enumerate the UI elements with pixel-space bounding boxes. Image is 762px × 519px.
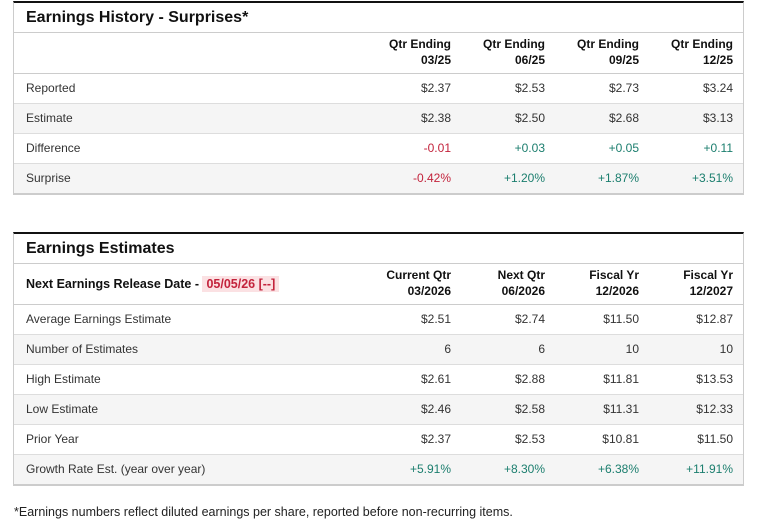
- cell-value: $2.37: [420, 432, 451, 447]
- next-earnings-release: Next Earnings Release Date - 05/05/26 [-…: [14, 264, 367, 306]
- earnings-history-table: Qtr Ending 03/25 Qtr Ending 06/25 Qtr Ending…: [14, 33, 743, 194]
- column-header: Qtr Ending 06/25: [461, 33, 555, 75]
- cell-value: $2.58: [514, 402, 545, 417]
- cell-value: +0.11: [703, 141, 733, 156]
- column-header-line2: 03/2026: [407, 283, 451, 298]
- next-earnings-release-date: 05/05/26 [--]: [202, 275, 280, 292]
- cell-value: $2.74: [514, 312, 545, 327]
- table-row: Prior Year $2.37 $2.53 $10.81 $11.50: [14, 425, 743, 455]
- cell-value: +1.20%: [503, 171, 545, 186]
- column-header-line2: 09/25: [608, 52, 639, 67]
- row-label: Number of Estimates: [26, 342, 139, 357]
- column-header-line2: 06/2026: [501, 283, 545, 298]
- row-label: Surprise: [26, 171, 71, 186]
- cell-value: $10.81: [602, 432, 639, 447]
- column-header: Qtr Ending 09/25: [555, 33, 649, 75]
- earnings-history-panel: Earnings History - Surprises* Qtr Ending…: [13, 1, 744, 196]
- column-header: Fiscal Yr 12/2026: [555, 264, 649, 306]
- cell-value: +3.51%: [691, 171, 733, 186]
- column-header: Fiscal Yr 12/2027: [649, 264, 743, 306]
- column-header-line1: Qtr Ending: [671, 37, 733, 51]
- cell-value: -0.42%: [412, 171, 451, 186]
- column-header-line2: 03/25: [420, 52, 451, 67]
- cell-value: +6.38%: [597, 462, 639, 477]
- cell-value: $11.50: [697, 432, 733, 447]
- cell-value: $2.53: [514, 81, 545, 96]
- cell-value: $11.81: [603, 372, 639, 387]
- column-header-line1: Qtr Ending: [389, 37, 451, 51]
- table-row: Average Earnings Estimate $2.51 $2.74 $11.5…: [14, 305, 743, 335]
- cell-value: $11.31: [603, 402, 639, 417]
- table-row: High Estimate $2.61 $2.88 $11.81 $13.53: [14, 365, 743, 395]
- table-row: Surprise -0.42% +1.20% +1.87% +3.51%: [14, 163, 743, 194]
- cell-value: $3.13: [702, 111, 733, 126]
- earnings-estimates-panel: Earnings Estimates Next Earnings Release…: [13, 232, 744, 487]
- table-row: Reported $2.37 $2.53 $2.73 $3.24: [14, 74, 743, 104]
- cell-value: $2.37: [420, 81, 451, 96]
- cell-value: +8.30%: [503, 462, 545, 477]
- row-label: Estimate: [26, 111, 73, 126]
- column-header-line1: Qtr Ending: [577, 37, 639, 51]
- column-header-line2: 12/25: [702, 52, 733, 67]
- cell-value: $2.38: [420, 111, 451, 126]
- column-header-line1: Fiscal Yr: [589, 268, 639, 283]
- cell-value: 6: [538, 342, 545, 357]
- header-row: Next Earnings Release Date - 05/05/26 [-…: [14, 264, 743, 306]
- cell-value: 6: [444, 342, 451, 357]
- column-header: Current Qtr 03/2026: [367, 264, 461, 306]
- header-spacer: [14, 33, 367, 75]
- row-label: Prior Year: [26, 432, 79, 447]
- earnings-estimates-title: Earnings Estimates: [14, 234, 743, 265]
- row-label: High Estimate: [26, 372, 101, 387]
- row-label: Low Estimate: [26, 402, 99, 417]
- cell-value: -0.01: [423, 141, 451, 156]
- next-earnings-release-label: Next Earnings Release Date -: [26, 276, 203, 291]
- cell-value: $13.53: [696, 372, 733, 387]
- cell-value: $2.50: [514, 111, 545, 126]
- cell-value: $3.24: [702, 81, 733, 96]
- cell-value: +0.03: [514, 141, 545, 156]
- header-row: Qtr Ending 03/25 Qtr Ending 06/25 Qtr Ending…: [14, 33, 743, 75]
- table-row: Growth Rate Est. (year over year) +5.91% +…: [14, 454, 743, 485]
- column-header: Next Qtr 06/2026: [461, 264, 555, 306]
- row-label: Difference: [26, 141, 81, 156]
- cell-value: $2.73: [608, 81, 639, 96]
- content-area: Earnings History - Surprises* Qtr Ending…: [13, 1, 744, 519]
- column-header-line1: Next Qtr: [497, 268, 545, 283]
- cell-value: $2.61: [420, 372, 451, 387]
- cell-value: $2.53: [514, 432, 545, 447]
- table-row: Number of Estimates 6 6 10 10: [14, 334, 743, 365]
- cell-value: $2.68: [608, 111, 639, 126]
- table-row: Low Estimate $2.46 $2.58 $11.31 $12.33: [14, 394, 743, 425]
- column-header-line2: 12/2026: [595, 283, 639, 298]
- row-label: Reported: [26, 81, 76, 96]
- cell-value: $2.51: [420, 312, 451, 327]
- cell-value: +0.05: [608, 141, 639, 156]
- column-header-line2: 06/25: [514, 52, 545, 67]
- cell-value: $2.88: [514, 372, 545, 387]
- column-header-line1: Fiscal Yr: [683, 268, 733, 283]
- column-header-line1: Qtr Ending: [483, 37, 545, 51]
- column-header: Qtr Ending 12/25: [649, 33, 743, 75]
- row-label: Average Earnings Estimate: [26, 312, 172, 327]
- cell-value: +5.91%: [409, 462, 451, 477]
- cell-value: $12.87: [696, 312, 733, 327]
- cell-value: +1.87%: [597, 171, 639, 186]
- cell-value: $11.50: [603, 312, 639, 327]
- column-header-line2: 12/2027: [689, 283, 733, 298]
- earnings-history-title: Earnings History - Surprises*: [14, 3, 743, 33]
- cell-value: $12.33: [696, 402, 733, 417]
- cell-value: $2.46: [420, 402, 451, 417]
- table-row: Estimate $2.38 $2.50 $2.68 $3.13: [14, 103, 743, 134]
- row-label: Growth Rate Est. (year over year): [26, 462, 206, 477]
- earnings-estimates-table: Next Earnings Release Date - 05/05/26 [-…: [14, 264, 743, 485]
- table-row: Difference -0.01 +0.03 +0.05 +0.11: [14, 134, 743, 164]
- cell-value: 10: [625, 342, 639, 357]
- column-header: Qtr Ending 03/25: [367, 33, 461, 75]
- cell-value: +11.91%: [686, 462, 733, 477]
- earnings-footnote: *Earnings numbers reflect diluted earnin…: [14, 505, 513, 519]
- cell-value: 10: [719, 342, 733, 357]
- column-header-line1: Current Qtr: [386, 268, 451, 283]
